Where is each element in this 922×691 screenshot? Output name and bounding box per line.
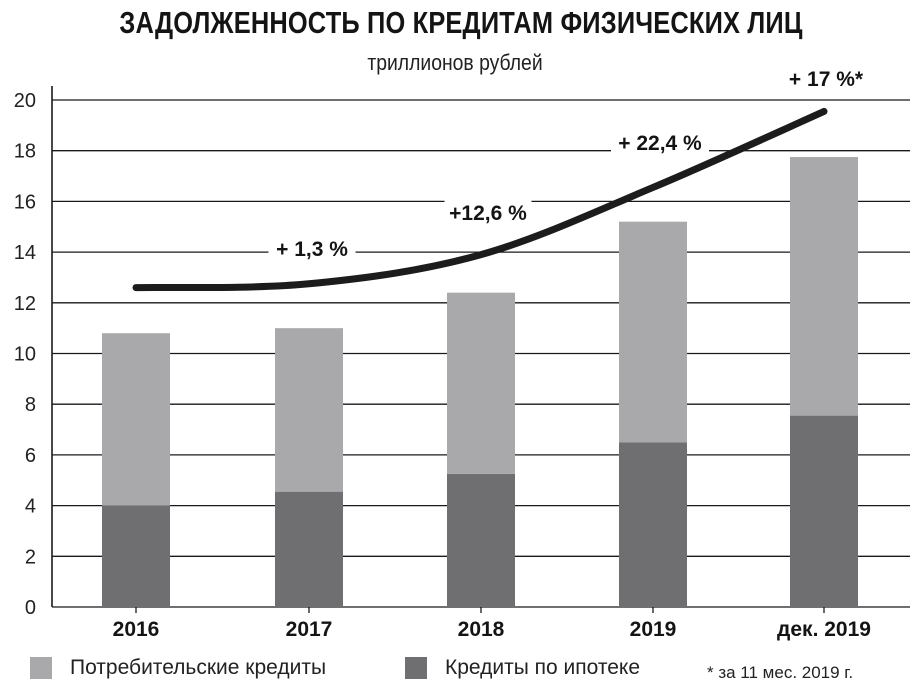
bar-consumer bbox=[790, 157, 858, 416]
y-tick-label: 16 bbox=[14, 191, 36, 213]
y-tick-label: 20 bbox=[14, 90, 36, 112]
growth-label: + 22,4 % bbox=[618, 132, 702, 155]
bar-mortgage bbox=[619, 442, 687, 607]
legend-label-consumer: Потребительские кредиты bbox=[70, 656, 327, 679]
x-tick-label: 2018 bbox=[458, 618, 505, 641]
growth-label: + 17 %* bbox=[789, 68, 864, 91]
growth-label-bg bbox=[611, 130, 709, 156]
chart-title: ЗАДОЛЖЕННОСТЬ ПО КРЕДИТАМ ФИЗИЧЕСКИХ ЛИЦ bbox=[119, 5, 803, 40]
growth-label-bg bbox=[782, 66, 870, 92]
y-tick-label: 10 bbox=[14, 344, 36, 366]
y-tick-label: 6 bbox=[25, 445, 36, 467]
trend-line bbox=[132, 107, 828, 292]
bar-consumer bbox=[102, 333, 170, 506]
x-tick-label: 2016 bbox=[113, 618, 160, 641]
growth-label-bg bbox=[444, 200, 532, 226]
chart-subtitle: триллионов рублей bbox=[367, 50, 543, 75]
x-tick-label: дек. 2019 bbox=[777, 618, 871, 641]
y-tick-label: 18 bbox=[14, 141, 36, 163]
bar-mortgage bbox=[790, 415, 858, 607]
legend-swatch-consumer bbox=[30, 657, 52, 679]
growth-label: + 1,3 % bbox=[276, 238, 348, 261]
bar-mortgage bbox=[275, 491, 343, 607]
x-tick-label: 2017 bbox=[286, 618, 333, 641]
growth-label-bg bbox=[268, 236, 356, 262]
footnote: * за 11 мес. 2019 г. bbox=[707, 663, 854, 682]
y-tick-label: 4 bbox=[25, 496, 36, 518]
y-tick-label: 8 bbox=[25, 394, 36, 416]
x-tick-label: 2019 bbox=[630, 618, 677, 641]
bar-mortgage bbox=[102, 505, 170, 607]
legend-swatch-mortgage bbox=[405, 657, 427, 679]
bar-consumer bbox=[275, 328, 343, 492]
legend-item-mortgage: Кредиты по ипотеке bbox=[405, 655, 640, 681]
legend-label-mortgage: Кредиты по ипотеке bbox=[445, 656, 641, 679]
bar-mortgage bbox=[447, 473, 515, 607]
legend-item-consumer: Потребительские кредиты bbox=[30, 655, 326, 681]
y-tick-label: 0 bbox=[25, 597, 36, 619]
y-tick-label: 2 bbox=[25, 546, 36, 568]
bar-consumer bbox=[447, 292, 515, 474]
growth-label: +12,6 % bbox=[449, 202, 527, 225]
bar-consumer bbox=[619, 221, 687, 443]
y-tick-label: 14 bbox=[14, 242, 36, 264]
y-tick-label: 12 bbox=[14, 293, 36, 315]
